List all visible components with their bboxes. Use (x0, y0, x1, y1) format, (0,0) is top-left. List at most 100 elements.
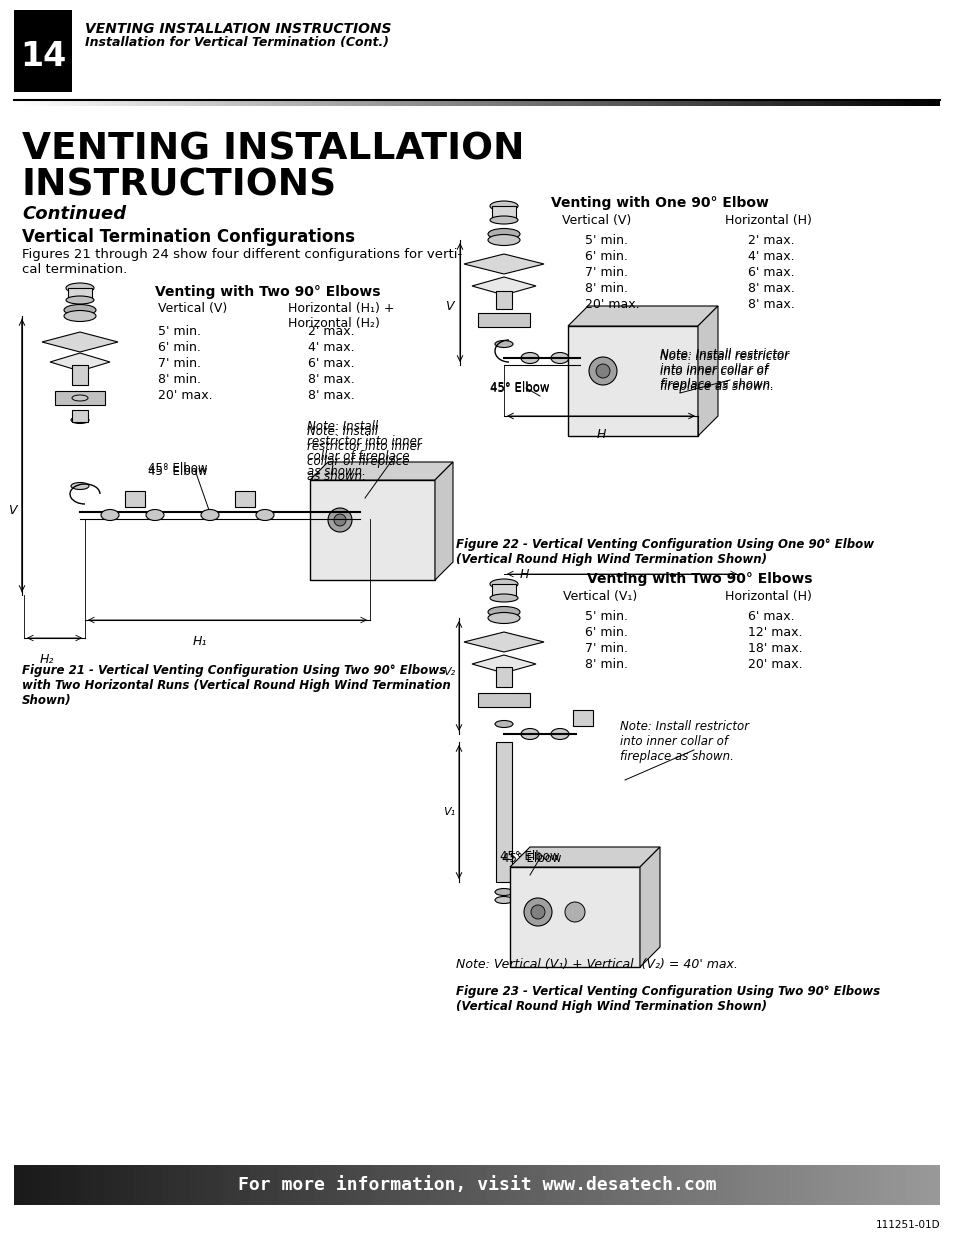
Text: 111251-01D: 111251-01D (875, 1220, 939, 1230)
Ellipse shape (255, 510, 274, 520)
Polygon shape (567, 306, 718, 326)
Ellipse shape (495, 888, 513, 895)
Text: Installation for Vertical Termination (Cont.): Installation for Vertical Termination (C… (85, 36, 389, 49)
Circle shape (531, 905, 544, 919)
Bar (14, 10, 71, 91)
Text: Horizontal (H₁) +
Horizontal (H₂): Horizontal (H₁) + Horizontal (H₂) (288, 303, 395, 330)
Text: Note: Install restrictor
into inner collar of
fireplace as shown.: Note: Install restrictor into inner coll… (659, 350, 788, 393)
Text: 2' max.: 2' max. (747, 233, 794, 247)
Text: 45° Elbow: 45° Elbow (148, 462, 208, 475)
Text: 5' min.: 5' min. (584, 610, 627, 622)
Ellipse shape (495, 720, 513, 727)
Text: 8' min.: 8' min. (584, 282, 627, 295)
Text: Vertical (V): Vertical (V) (158, 303, 227, 315)
Ellipse shape (66, 283, 94, 293)
Text: 5' min.: 5' min. (158, 325, 201, 338)
Polygon shape (50, 353, 110, 370)
Bar (310, 480, 435, 580)
Text: Vertical (V₁): Vertical (V₁) (562, 590, 637, 603)
Text: Figure 21 - Vertical Venting Configuration Using Two 90° Elbows
with Two Horizon: Figure 21 - Vertical Venting Configurati… (22, 664, 450, 706)
Text: V₂: V₂ (442, 667, 455, 677)
Text: 45° Elbow: 45° Elbow (499, 850, 558, 863)
Ellipse shape (490, 579, 517, 589)
Text: 6' max.: 6' max. (747, 610, 794, 622)
Text: Note: Vertical (V₁) + Vertical  (V₂) = 40' max.: Note: Vertical (V₁) + Vertical (V₂) = 40… (456, 958, 737, 971)
Bar (71, 366, 88, 385)
Ellipse shape (64, 305, 96, 315)
Text: 7' min.: 7' min. (584, 266, 627, 279)
Bar (573, 710, 593, 726)
Text: 20' max.: 20' max. (747, 658, 801, 671)
Text: VENTING INSTALLATION: VENTING INSTALLATION (22, 132, 524, 168)
Text: Figure 22 - Vertical Venting Configuration Using One 90° Elbow
(Vertical Round H: Figure 22 - Vertical Venting Configurati… (456, 538, 873, 566)
Text: 7' min.: 7' min. (158, 357, 201, 370)
Ellipse shape (490, 201, 517, 211)
Ellipse shape (71, 483, 89, 489)
Polygon shape (472, 277, 536, 295)
Bar (496, 667, 512, 687)
Ellipse shape (520, 352, 538, 363)
Circle shape (564, 902, 584, 923)
Circle shape (334, 514, 346, 526)
Ellipse shape (488, 606, 519, 618)
Text: 8' max.: 8' max. (747, 298, 794, 311)
Text: H: H (519, 568, 529, 580)
Text: 4' max.: 4' max. (747, 249, 794, 263)
Text: 45° Elbow: 45° Elbow (501, 852, 561, 864)
Text: V: V (445, 300, 454, 312)
Text: 8' max.: 8' max. (308, 389, 355, 403)
Bar (71, 410, 88, 422)
Text: 12' max.: 12' max. (747, 626, 801, 638)
Ellipse shape (64, 310, 96, 321)
Text: 20' max.: 20' max. (584, 298, 639, 311)
Ellipse shape (495, 897, 513, 904)
Ellipse shape (201, 510, 219, 520)
Bar (510, 867, 639, 967)
Ellipse shape (490, 216, 517, 224)
Text: Figure 23 - Vertical Venting Configuration Using Two 90° Elbows
(Vertical Round : Figure 23 - Vertical Venting Configurati… (456, 986, 880, 1013)
Text: VENTING INSTALLATION INSTRUCTIONS: VENTING INSTALLATION INSTRUCTIONS (85, 22, 391, 36)
Text: 6' min.: 6' min. (584, 249, 627, 263)
Ellipse shape (101, 510, 119, 520)
Text: 18' max.: 18' max. (747, 642, 801, 655)
Ellipse shape (495, 341, 513, 347)
Bar (234, 492, 254, 508)
Text: 14: 14 (20, 40, 66, 73)
Text: INSTRUCTIONS: INSTRUCTIONS (22, 168, 337, 204)
Polygon shape (698, 306, 718, 436)
Bar (496, 291, 512, 309)
Polygon shape (435, 462, 453, 580)
Circle shape (328, 508, 352, 532)
Bar (477, 693, 530, 706)
Bar (125, 492, 145, 508)
Bar (477, 312, 530, 327)
Text: Horizontal (H): Horizontal (H) (723, 214, 811, 227)
Ellipse shape (71, 416, 89, 424)
Polygon shape (472, 655, 536, 673)
Text: 6' max.: 6' max. (308, 357, 355, 370)
Ellipse shape (551, 352, 568, 363)
Text: Venting with Two 90° Elbows: Venting with Two 90° Elbows (154, 285, 380, 299)
Polygon shape (463, 632, 543, 652)
Text: V₁: V₁ (442, 806, 455, 818)
Text: Note: Install restrictor
into inner collar of
fireplace as shown.: Note: Install restrictor into inner coll… (619, 720, 748, 763)
Ellipse shape (71, 395, 88, 401)
Text: Note: Install restrictor
into inner collar of
fireplace as shown.: Note: Install restrictor into inner coll… (659, 348, 788, 391)
Polygon shape (42, 332, 118, 352)
Text: Venting with Two 90° Elbows: Venting with Two 90° Elbows (587, 572, 812, 585)
Text: 45° Elbow: 45° Elbow (490, 382, 549, 394)
Text: 45° Elbow: 45° Elbow (148, 466, 208, 478)
Bar (68, 288, 91, 300)
Text: Horizontal (H): Horizontal (H) (723, 590, 811, 603)
Text: 8' max.: 8' max. (747, 282, 794, 295)
Text: 8' min.: 8' min. (584, 658, 627, 671)
Text: 8' min.: 8' min. (158, 373, 201, 387)
Text: H₁: H₁ (193, 635, 207, 648)
Text: For more information, visit www.desatech.com: For more information, visit www.desatech… (237, 1176, 716, 1194)
Bar (496, 742, 512, 882)
Ellipse shape (490, 594, 517, 601)
Ellipse shape (551, 729, 568, 740)
Text: 5' min.: 5' min. (584, 233, 627, 247)
Text: Figures 21 through 24 show four different configurations for verti-
cal terminat: Figures 21 through 24 show four differen… (22, 248, 462, 275)
Text: 6' max.: 6' max. (747, 266, 794, 279)
